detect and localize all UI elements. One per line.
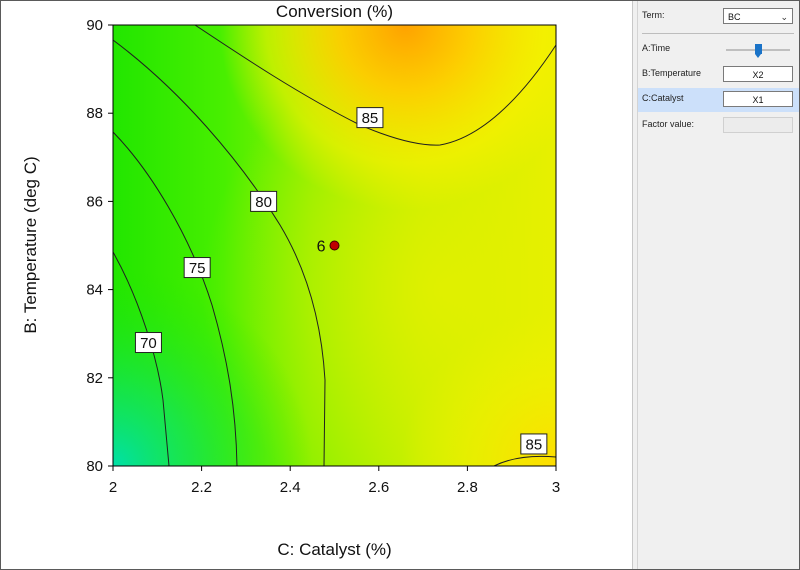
factor-value-label: Factor value:: [642, 119, 695, 129]
x-tick-label: 2.8: [457, 479, 478, 496]
catalyst-axis-button[interactable]: X1: [723, 91, 793, 107]
factor-label-catalyst: C:Catalyst: [642, 93, 684, 103]
term-label: Term:: [642, 10, 665, 20]
x-tick-label: 2.2: [191, 479, 212, 496]
contour-line-85-bottom: [493, 455, 556, 466]
chevron-down-icon: ⌄: [780, 12, 788, 22]
design-point-label: 6: [317, 239, 326, 256]
contour-label: 85: [526, 436, 543, 453]
y-tick-label: 80: [86, 458, 103, 475]
y-tick-label: 84: [86, 282, 103, 299]
x-tick-label: 2.4: [280, 479, 301, 496]
y-tick-label: 90: [86, 17, 103, 34]
contour-label-box: [183, 257, 211, 279]
x-tick-label: 2.6: [368, 479, 389, 496]
design-point-group[interactable]: 6: [317, 239, 340, 256]
contour-label: 75: [189, 260, 206, 277]
contour-label-box: [134, 332, 162, 354]
contour-label-box: [356, 107, 384, 129]
chart-title: Conversion (%): [275, 2, 394, 21]
temperature-axis-button[interactable]: X2: [723, 66, 793, 82]
contour-label-box: [520, 433, 548, 455]
factor-value-row: Factor value:: [638, 114, 799, 138]
contour-line-85-top: [194, 25, 556, 146]
contour-plot[interactable]: 2 2.2 2.4 2.6 2.8 3 80 82 84 86 88 90 70 75 80 85 85 6: [0, 0, 632, 570]
contour-label: 85: [362, 110, 379, 127]
splitter[interactable]: [633, 0, 638, 570]
factor-row-temperature: B:Temperature X2: [638, 63, 799, 87]
contour-line-80: [113, 39, 326, 466]
term-select-value: BC: [728, 12, 741, 22]
term-select[interactable]: BC ⌄: [723, 8, 793, 24]
contour-label: 70: [140, 335, 157, 352]
y-tick-label: 88: [86, 105, 103, 122]
factors-panel: Term: BC ⌄ A:Time B:Temperature X2 C:Cat…: [638, 0, 799, 570]
x-tick-label: 2: [109, 479, 117, 496]
contour-label-box: [250, 190, 278, 212]
plot-border: [112, 24, 557, 467]
separator: [642, 33, 794, 34]
panel-divider: [632, 0, 633, 570]
x-tick-label: 3: [552, 479, 560, 496]
factor-row-catalyst[interactable]: C:Catalyst X1: [638, 88, 799, 112]
design-point[interactable]: [329, 240, 340, 251]
y-tick-label: 86: [86, 193, 103, 210]
axis-ticks: 2 2.2 2.4 2.6 2.8 3 80 82 84 86 88 90: [86, 17, 560, 496]
y-tick-label: 82: [86, 370, 103, 387]
contour-labels: 70 75 80 85 85: [134, 107, 548, 455]
factor-label-temperature: B:Temperature: [642, 68, 702, 78]
factor-label-time: A:Time: [642, 43, 671, 53]
factor-row-time: A:Time: [638, 38, 799, 62]
factor-value-input[interactable]: [723, 117, 793, 133]
x-axis-label: C: Catalyst (%): [277, 540, 392, 559]
plot-area: Conversion (%) B: Temperature (deg C) C:…: [0, 0, 632, 570]
contour-label: 80: [255, 194, 272, 211]
contour-line-75: [113, 131, 238, 466]
time-slider-thumb[interactable]: [755, 44, 762, 58]
term-row: Term: BC ⌄: [638, 5, 799, 29]
